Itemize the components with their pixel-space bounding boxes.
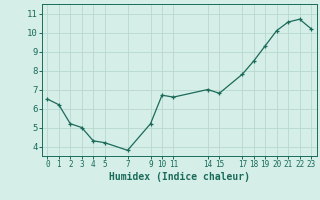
X-axis label: Humidex (Indice chaleur): Humidex (Indice chaleur) [109,172,250,182]
